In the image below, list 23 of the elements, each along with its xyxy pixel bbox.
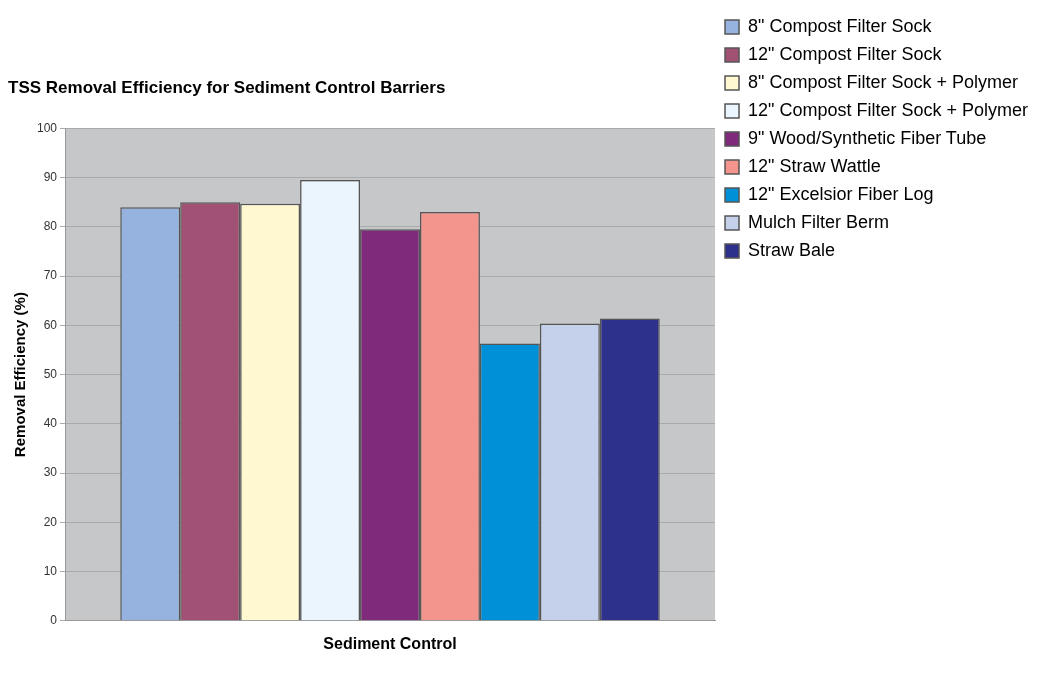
y-tick-label: 40 — [43, 416, 58, 431]
y-axis-title: Removal Efficiency (%) — [11, 292, 29, 458]
legend-label: Straw Bale — [748, 239, 836, 260]
legend-label: Mulch Filter Berm — [748, 211, 890, 232]
x-tick-label: Sediment Control — [323, 634, 457, 652]
y-tick-label: 100 — [36, 120, 58, 135]
chart-title: TSS Removal Efficiency for Sediment Control Barriers — [8, 77, 446, 97]
y-tick-label: 30 — [43, 465, 58, 480]
legend-label: 9" Wood/Synthetic Fiber Tube — [748, 127, 987, 148]
legend-label: 12" Compost Filter Sock — [748, 43, 943, 64]
y-tick-label: 90 — [43, 169, 58, 184]
y-tick-label: 80 — [43, 219, 58, 234]
y-tick-label: 70 — [43, 268, 58, 283]
legend-label: 8" Compost Filter Sock — [748, 15, 933, 36]
legend-label: 12" Excelsior Fiber Log — [748, 183, 934, 204]
legend-label: 12" Compost Filter Sock + Polymer — [748, 99, 1029, 120]
legend-label: 12" Straw Wattle — [748, 155, 881, 176]
y-tick-label: 20 — [43, 514, 58, 529]
legend-label: 8" Compost Filter Sock + Polymer — [748, 71, 1018, 92]
y-tick-label: 60 — [43, 317, 58, 332]
y-tick-label: 0 — [50, 613, 58, 628]
y-tick-label: 50 — [43, 366, 58, 381]
y-tick-label: 10 — [43, 563, 58, 578]
